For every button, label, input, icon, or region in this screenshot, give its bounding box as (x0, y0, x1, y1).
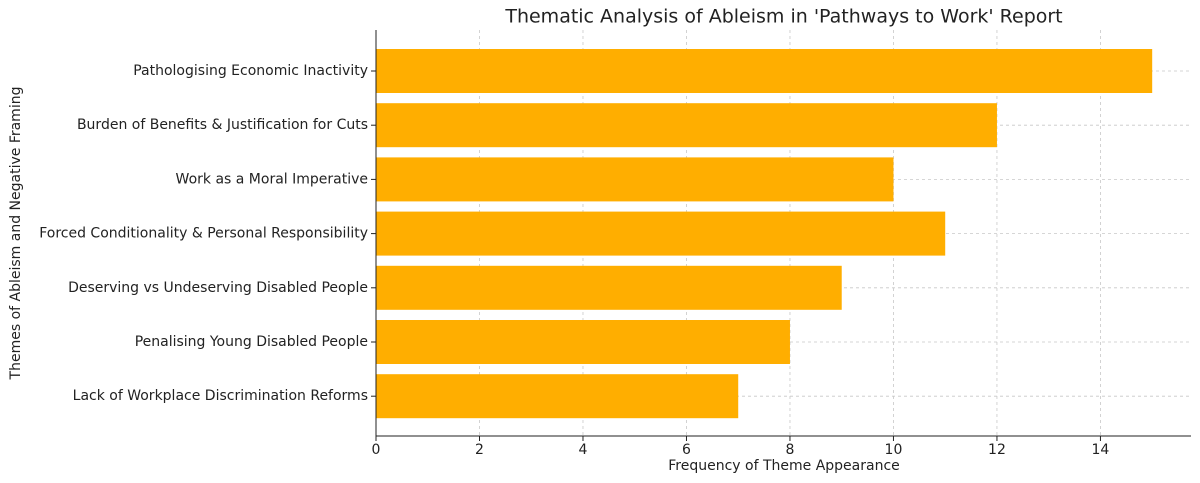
y-tick-label: Pathologising Economic Inactivity (133, 63, 368, 79)
y-tick-label: Lack of Workplace Discrimination Reforms (73, 388, 368, 404)
y-tick-label: Forced Conditionality & Personal Respons… (39, 226, 368, 242)
x-tick-label: 8 (786, 442, 795, 458)
x-tick-label: 10 (885, 442, 903, 458)
y-tick-label: Deserving vs Undeserving Disabled People (68, 280, 368, 296)
bar (376, 374, 739, 419)
x-tick-label: 6 (682, 442, 691, 458)
bar (376, 211, 946, 256)
y-tick-label: Burden of Benefits & Justification for C… (77, 117, 368, 133)
chart-title: Thematic Analysis of Ableism in 'Pathway… (504, 6, 1062, 28)
x-tick-label: 4 (579, 442, 588, 458)
x-tick-label: 2 (475, 442, 484, 458)
x-tick-label: 14 (1092, 442, 1110, 458)
y-tick-label: Work as a Moral Imperative (176, 171, 368, 187)
x-tick-label: 0 (372, 442, 381, 458)
y-tick-label: Penalising Young Disabled People (135, 334, 368, 350)
bar (376, 320, 790, 364)
bar (376, 265, 842, 310)
y-axis-label: Themes of Ableism and Negative Framing (8, 87, 24, 381)
bar (376, 103, 997, 148)
bar (376, 49, 1153, 93)
x-tick-label: 12 (988, 442, 1006, 458)
bar (376, 157, 894, 202)
x-axis-label: Frequency of Theme Appearance (668, 458, 900, 474)
